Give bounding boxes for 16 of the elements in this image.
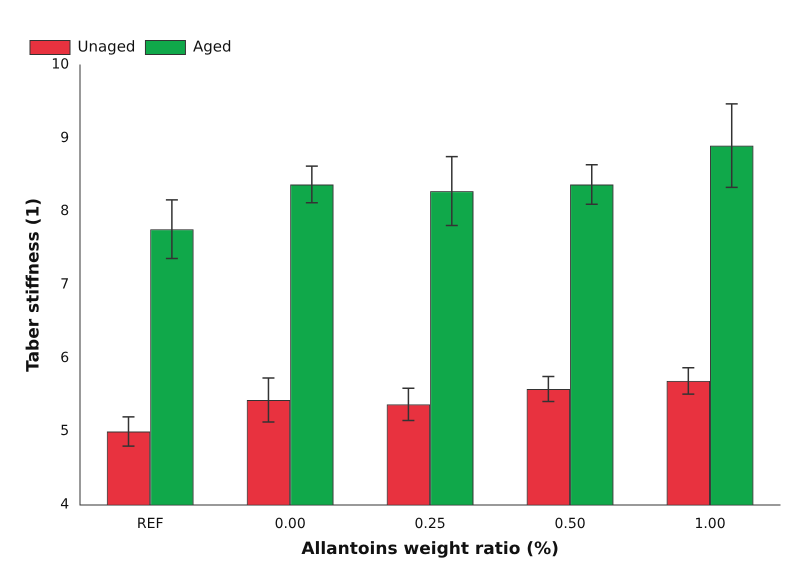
legend-label: Unaged (78, 37, 136, 56)
y-tick-label: 4 (60, 496, 70, 512)
x-tick-label: 0.50 (554, 516, 586, 532)
x-tick-label: REF (136, 516, 164, 532)
y-tick-label: 8 (60, 203, 70, 220)
x-axis-title: Allantoins weight ratio (%) (301, 539, 559, 560)
legend-label: Aged (192, 37, 232, 56)
y-axis-title: Taber stiffness (1) (24, 198, 44, 372)
y-tick-label: 9 (60, 130, 70, 146)
y-tick-label: 5 (60, 423, 70, 440)
y-tick-label: 6 (60, 350, 70, 366)
y-tick-label: 10 (51, 56, 70, 73)
x-tick-label: 0.00 (274, 516, 306, 532)
y-tick-label: 7 (60, 276, 70, 293)
x-tick-label: 1.00 (694, 516, 726, 532)
x-tick-label: 0.25 (414, 516, 446, 532)
